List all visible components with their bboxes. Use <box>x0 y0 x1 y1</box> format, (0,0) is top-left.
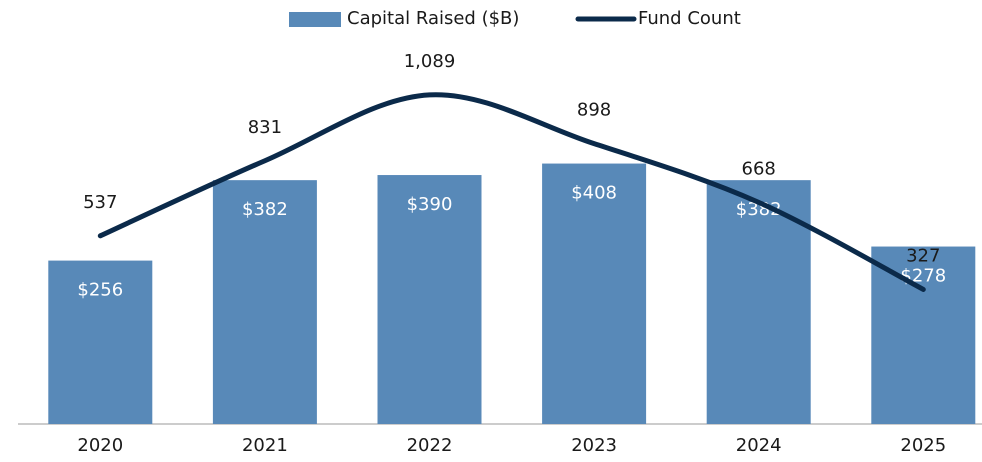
x-tick-label: 2021 <box>242 435 288 456</box>
line-value-label: 898 <box>577 100 611 121</box>
line-value-label: 668 <box>742 158 776 179</box>
bar <box>48 260 153 424</box>
bar <box>377 175 482 424</box>
x-tick-label: 2022 <box>407 435 453 456</box>
bar-value-label: $382 <box>242 199 288 220</box>
bar-value-label: $390 <box>407 194 453 215</box>
x-tick-label: 2023 <box>571 435 617 456</box>
legend-label: Fund Count <box>638 8 741 29</box>
legend-swatch <box>289 12 341 27</box>
line <box>97 92 926 292</box>
x-tick-label: 2025 <box>900 435 946 456</box>
line-value-label: 831 <box>248 117 282 138</box>
line-value-label: 327 <box>906 245 940 266</box>
bar <box>542 163 647 424</box>
line-value-label: 537 <box>83 192 117 213</box>
bar-value-label: $408 <box>571 183 617 204</box>
x-tick-label: 2024 <box>736 435 782 456</box>
x-tick-label: 2020 <box>77 435 123 456</box>
bar <box>871 246 976 424</box>
bar-value-label: $256 <box>77 280 123 301</box>
line-value-label: 1,089 <box>404 51 456 72</box>
bar-value-label: $382 <box>736 199 782 220</box>
legend-label: Capital Raised ($B) <box>347 8 519 29</box>
bar <box>212 180 317 424</box>
